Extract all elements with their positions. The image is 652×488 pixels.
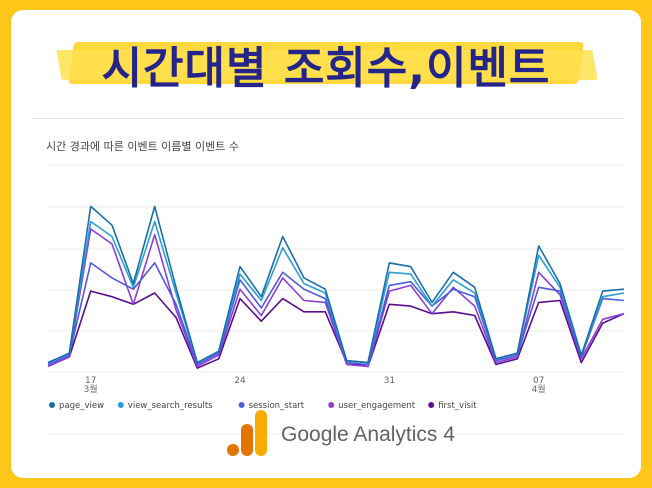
legend-label: view_search_results [128,401,213,411]
x-tick-label: 07 [533,376,544,386]
logo-bar-mid [241,424,253,456]
card: 시간대별 조회수,이벤트 시간 경과에 따른 이벤트 이름별 이벤트 수 17 3… [11,10,641,478]
brand-text: Google Analytics 4 [281,423,455,446]
logo-bar-tall [255,410,267,456]
legend-marker [238,402,245,408]
divider [32,118,624,119]
legend: page_view view_search_results session_star… [49,401,477,411]
series-lines [47,205,625,370]
x-tick-month-label: 3월 [84,383,98,395]
logo-dot [227,444,239,456]
legend-marker [328,402,335,408]
x-tick-label: 24 [234,376,246,386]
series-line-user-engagement [47,228,625,368]
legend-marker [117,402,124,408]
x-tick-label: 17 [85,376,96,386]
legend-label: session_start [249,401,305,411]
legend-marker [428,402,435,408]
chart-title: 시간 경과에 따른 이벤트 이름별 이벤트 수 [46,140,240,153]
legend-marker [49,402,55,408]
page-title: 시간대별 조회수,이벤트 [101,43,551,94]
series-line-session-start [47,262,625,366]
legend-label: user_engagement [338,401,416,411]
series-line-page-view [47,205,625,364]
google-analytics-logo-icon [227,410,267,456]
series-line-first-visit [47,290,625,370]
x-tick-label: 31 [384,376,395,386]
x-tick-month-label: 4월 [532,383,546,395]
legend-label: page_view [59,401,104,411]
title-banner: 시간대별 조회수,이벤트 [11,28,641,98]
legend-label: first_visit [438,401,477,411]
